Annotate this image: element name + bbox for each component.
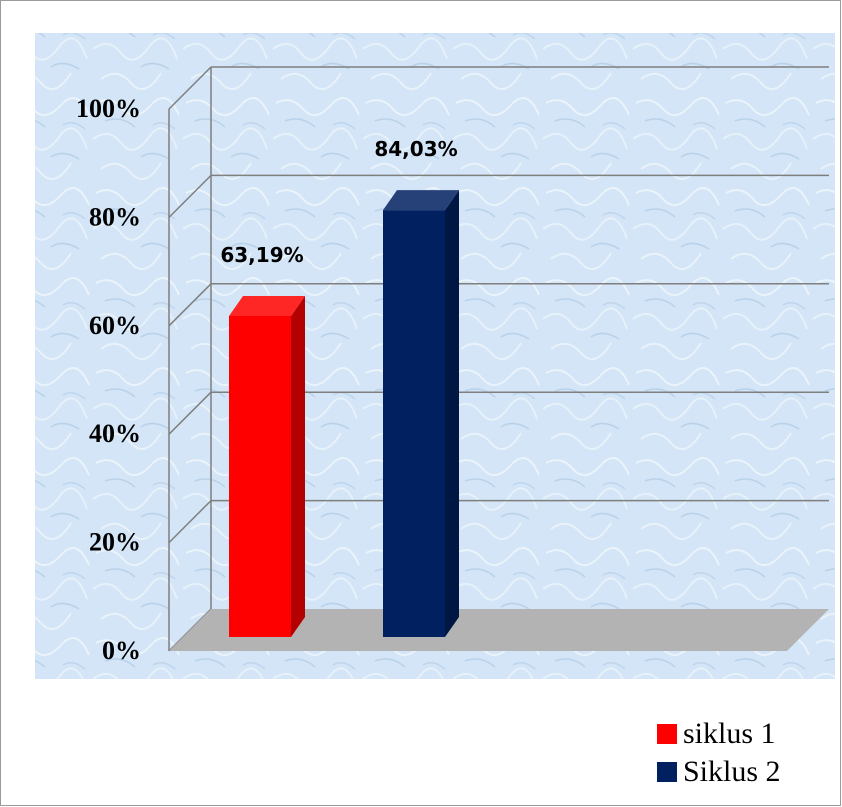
legend: siklus 1 Siklus 2 (657, 715, 781, 791)
y-tick-label: 60% (89, 311, 141, 340)
gridlines (168, 66, 829, 652)
gridline-depth (168, 66, 212, 110)
gridline-depth (168, 391, 212, 435)
bar-1-top (229, 295, 305, 316)
y-axis-ticks: 0% 20% 40% 60% 80% 100% (76, 94, 141, 665)
data-label-1: 63,19% (220, 243, 303, 267)
bar-2-side (445, 190, 459, 637)
gridline-depth (168, 500, 212, 544)
legend-item: siklus 1 (657, 715, 781, 753)
gridline-depth (168, 283, 212, 327)
data-labels: 63,19% 84,03% (220, 137, 457, 267)
legend-swatch (657, 762, 677, 782)
legend-item: Siklus 2 (657, 753, 781, 791)
floor-plane (169, 609, 829, 651)
legend-label: Siklus 2 (683, 755, 781, 788)
gridline-depth (168, 174, 212, 218)
bar-2-top (383, 190, 459, 211)
legend-swatch (657, 724, 677, 744)
bars (229, 190, 459, 637)
bar-1-front (229, 315, 291, 637)
y-tick-label: 0% (102, 636, 141, 665)
bar-2-front (383, 210, 445, 637)
y-tick-label: 100% (76, 94, 141, 123)
data-label-2: 84,03% (374, 137, 457, 161)
chart-floor (169, 609, 829, 651)
legend-label: siklus 1 (683, 717, 776, 750)
y-tick-label: 80% (89, 202, 141, 231)
y-tick-label: 40% (89, 419, 141, 448)
y-tick-label: 20% (89, 528, 141, 557)
bar-1-side (291, 295, 305, 637)
